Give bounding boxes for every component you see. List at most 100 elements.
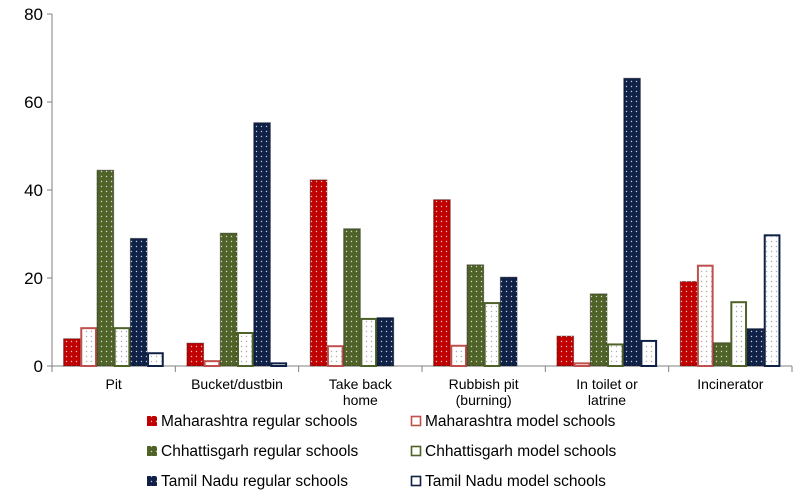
bar <box>186 342 205 367</box>
bar-pattern <box>130 238 148 366</box>
bar-pattern <box>500 277 518 366</box>
legend-label: Maharashtra model schools <box>425 413 616 430</box>
legend-swatch <box>410 415 422 427</box>
bar-pattern <box>239 334 252 365</box>
bar <box>80 327 97 368</box>
bar <box>253 122 271 367</box>
bar <box>343 228 361 367</box>
bar <box>679 281 698 367</box>
y-tick-label: 20 <box>24 269 43 288</box>
bar-pattern <box>63 338 81 366</box>
bar <box>589 293 608 367</box>
legend-item: Chhattisgarh regular schools <box>147 443 359 460</box>
y-tick-label: 40 <box>24 181 43 200</box>
y-tick-label: 0 <box>34 357 43 376</box>
bar-pattern <box>623 78 641 367</box>
bar-pattern <box>253 122 271 367</box>
legend-item: Tamil Nadu regular schools <box>147 473 348 490</box>
legend-swatch <box>410 445 422 457</box>
legend-swatch <box>410 475 422 487</box>
bar <box>713 342 731 367</box>
bar-pattern <box>362 319 376 365</box>
bar <box>219 232 238 367</box>
x-category-label: Incinerator <box>697 376 763 392</box>
legend-item: Chhattisgarh model schools <box>410 443 617 460</box>
bar-pattern <box>590 293 607 366</box>
bar <box>499 276 518 367</box>
bars <box>63 77 781 368</box>
bar <box>607 343 624 368</box>
bar-pattern <box>149 354 162 365</box>
bar-pattern <box>205 362 219 365</box>
legend-swatch-pattern <box>147 476 157 486</box>
bar-pattern <box>747 328 764 366</box>
bar <box>746 328 765 367</box>
legend-label: Chhattisgarh regular schools <box>161 443 359 460</box>
bar-pattern <box>433 199 451 366</box>
bar <box>730 301 748 368</box>
bar <box>623 77 641 367</box>
bar-pattern <box>609 345 622 365</box>
bar <box>483 302 501 367</box>
bar <box>237 332 254 367</box>
x-category-label: Take back home <box>329 376 393 408</box>
bar-pattern <box>485 304 499 365</box>
bar <box>433 199 451 367</box>
bar <box>556 335 575 367</box>
bar-pattern <box>556 336 574 366</box>
bar-pattern <box>186 343 204 366</box>
bar-pattern <box>328 347 342 365</box>
legend-item: Tamil Nadu model schools <box>410 473 606 490</box>
bar <box>763 234 781 367</box>
bar <box>309 179 328 367</box>
bar-pattern <box>713 342 731 366</box>
bar-pattern <box>765 236 779 365</box>
bar-pattern <box>642 341 656 365</box>
bar-pattern <box>680 281 697 366</box>
legend-item: Maharashtra model schools <box>410 413 616 430</box>
bar <box>326 345 344 368</box>
x-axis: Pit Bucket/dustbin Take back home Rubbish pi… <box>51 365 793 408</box>
bar <box>360 317 378 368</box>
bar <box>203 360 221 368</box>
bar <box>63 338 81 367</box>
bar-pattern <box>698 266 712 365</box>
bar-pattern <box>115 329 129 365</box>
bar-pattern <box>732 303 746 365</box>
bar-pattern <box>377 317 394 366</box>
bar <box>450 344 467 368</box>
bar-pattern <box>466 264 484 366</box>
bar-pattern <box>343 228 361 366</box>
legend-swatch-pattern <box>147 446 157 456</box>
bar <box>640 339 658 368</box>
bar-pattern <box>452 346 465 365</box>
legend-label: Tamil Nadu regular schools <box>161 473 348 490</box>
x-category-label: Rubbish pit (burning) <box>449 376 519 408</box>
bar-pattern <box>310 179 327 366</box>
legend-label: Maharashtra regular schools <box>161 413 358 430</box>
bar-pattern <box>220 233 237 366</box>
legend-label: Tamil Nadu model schools <box>425 473 606 490</box>
bar <box>696 264 714 367</box>
bar <box>96 169 115 367</box>
bar <box>147 352 164 367</box>
legend-item: Maharashtra regular schools <box>147 413 358 430</box>
x-category-label: Bucket/dustbin <box>191 376 283 392</box>
x-category-label: Pit <box>105 376 121 392</box>
y-axis: 0 20 40 60 80 <box>24 5 53 376</box>
legend-swatch-pattern <box>147 416 157 426</box>
bar <box>270 362 288 367</box>
x-category-label: In toilet or latrine <box>576 376 638 408</box>
bar <box>113 327 131 368</box>
bar <box>376 317 395 367</box>
bar-pattern <box>82 329 95 365</box>
bar-pattern <box>575 364 589 365</box>
bar <box>466 264 485 367</box>
bar-pattern <box>96 170 114 366</box>
y-tick-label: 80 <box>24 5 43 24</box>
bar <box>573 362 591 367</box>
bar <box>129 237 148 367</box>
legend: Maharashtra regular schools Maharashtra m… <box>147 413 617 490</box>
bar-pattern <box>272 364 286 365</box>
